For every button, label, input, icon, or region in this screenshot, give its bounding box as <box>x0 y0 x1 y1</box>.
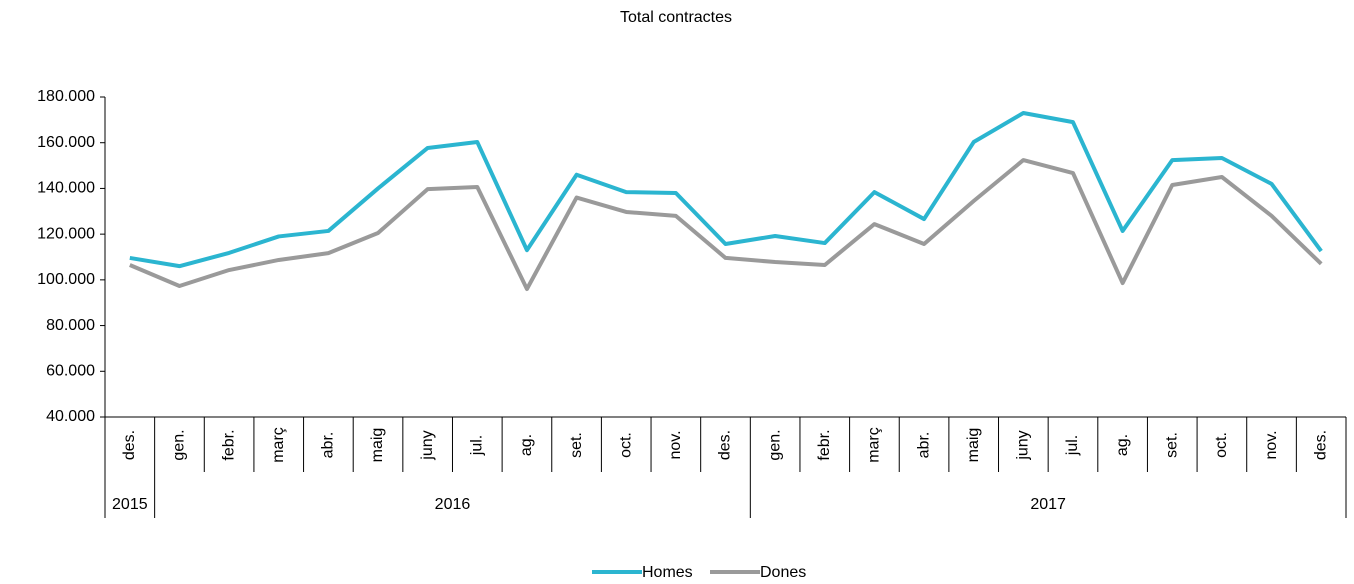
legend-label: Dones <box>760 564 806 581</box>
y-tick-label: 100.000 <box>37 271 95 288</box>
x-tick-label: set. <box>1163 432 1180 458</box>
x-tick-label: juny <box>419 430 436 460</box>
x-tick-label: jul. <box>469 435 486 456</box>
legend-label: Homes <box>642 564 693 581</box>
x-tick-label: maig <box>965 428 982 463</box>
x-tick-label: maig <box>369 428 386 463</box>
x-tick-label: des. <box>717 430 734 460</box>
x-group-label: 2017 <box>1030 496 1066 513</box>
y-tick-label: 140.000 <box>37 180 95 197</box>
chart-title: Total contractes <box>620 9 732 26</box>
x-tick-label: nov. <box>667 430 684 459</box>
x-tick-label: març <box>866 427 883 463</box>
x-tick-label: abr. <box>915 432 932 459</box>
x-group-label: 2016 <box>435 496 471 513</box>
y-tick-label: 40.000 <box>46 408 95 425</box>
x-tick-label: set. <box>568 432 585 458</box>
x-tick-label: oct. <box>1213 432 1230 458</box>
y-tick-label: 180.000 <box>37 88 95 105</box>
x-tick-label: ag. <box>518 434 535 456</box>
x-tick-label: nov. <box>1263 430 1280 459</box>
x-tick-label: gen. <box>766 429 783 460</box>
x-tick-label: des. <box>1312 430 1329 460</box>
x-tick-label: ag. <box>1114 434 1131 456</box>
x-tick-label: febr. <box>220 429 237 460</box>
y-tick-label: 60.000 <box>46 363 95 380</box>
y-tick-label: 160.000 <box>37 134 95 151</box>
x-group-label: 2015 <box>112 496 148 513</box>
x-tick-label: des. <box>121 430 138 460</box>
y-tick-label: 80.000 <box>46 317 95 334</box>
x-tick-label: febr. <box>816 429 833 460</box>
x-tick-label: gen. <box>171 429 188 460</box>
x-tick-label: oct. <box>617 432 634 458</box>
x-tick-label: jul. <box>1064 435 1081 456</box>
line-series <box>129 158 1323 291</box>
x-tick-label: març <box>270 427 287 463</box>
y-tick-label: 120.000 <box>37 225 95 242</box>
x-tick-label: juny <box>1015 430 1032 460</box>
x-tick-label: abr. <box>320 432 337 459</box>
line-series <box>129 111 1323 269</box>
